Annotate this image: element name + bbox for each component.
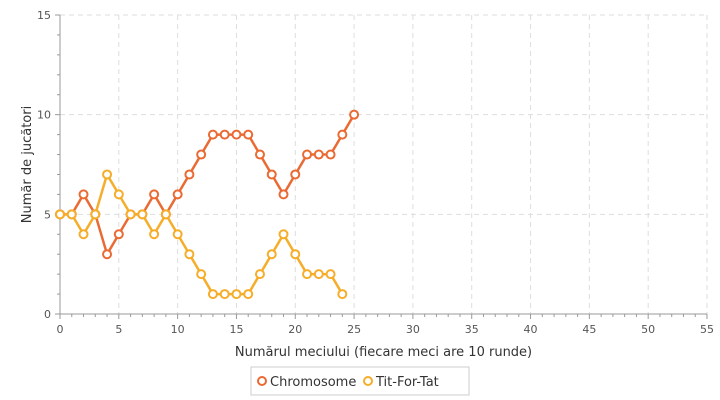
chromosome-legend-label: Chromosome (270, 375, 356, 390)
x-tick-label: 10 (171, 323, 185, 336)
tit-for-tat-data-point (196, 269, 207, 280)
x-tick-label: 50 (641, 323, 655, 336)
x-tick-label: 40 (524, 323, 538, 336)
series-layer (55, 109, 360, 300)
chromosome-data-point (278, 189, 289, 200)
chromosome-data-point (149, 189, 160, 200)
tit-for-tat-data-point (113, 189, 124, 200)
x-tick-label: 0 (57, 323, 64, 336)
tit-for-tat-data-point (55, 209, 65, 220)
chromosome-data-point (196, 149, 207, 160)
chromosome-data-point (184, 169, 195, 180)
tit-for-tat-data-point (290, 249, 301, 260)
chromosome-data-point (349, 109, 360, 120)
y-axis-label: Număr de jucători (20, 106, 35, 223)
axes (55, 14, 708, 319)
x-tick-label: 25 (347, 323, 361, 336)
x-tick-label: 20 (288, 323, 302, 336)
tick-labels: 0 5 10 15 20 25 30 35 40 45 50 55 0 5 10 15 (37, 9, 714, 336)
tit-for-tat-data-point (66, 209, 77, 220)
legend: Chromosome Tit-For-Tat (250, 366, 470, 396)
tit-for-tat-data-point (125, 209, 136, 220)
chromosome-data-point (207, 129, 218, 140)
tit-for-tat-legend-label: Tit-For-Tat (375, 375, 439, 390)
x-tick-label: 15 (229, 323, 243, 336)
tit-for-tat-data-point (278, 229, 289, 240)
chromosome-data-point (266, 169, 277, 180)
x-tick-label: 30 (406, 323, 420, 336)
tit-for-tat-data-point (325, 269, 336, 280)
chromosome-data-point (243, 129, 254, 140)
chromosome-legend-marker (257, 376, 267, 386)
tit-for-tat-data-point (243, 289, 254, 300)
tit-for-tat-data-point (149, 229, 160, 240)
x-tick-label: 35 (465, 323, 479, 336)
tit-for-tat-data-point (266, 249, 277, 260)
tit-for-tat-data-point (78, 229, 89, 240)
chromosome-data-point (113, 229, 124, 240)
y-tick-label: 10 (37, 109, 51, 122)
chromosome-data-point (313, 149, 324, 160)
chromosome-data-point (231, 129, 242, 140)
tit-for-tat-data-point (302, 269, 313, 280)
grid-lines (60, 14, 708, 314)
tit-for-tat-data-point (254, 269, 265, 280)
tit-for-tat-legend-marker (363, 376, 373, 386)
tit-for-tat-data-point (219, 289, 230, 300)
x-tick-label: 55 (700, 323, 714, 336)
tit-for-tat-data-point (337, 289, 348, 300)
y-tick-label: 0 (44, 308, 51, 321)
chromosome-data-point (172, 189, 183, 200)
x-tick-label: 5 (115, 323, 122, 336)
tit-for-tat-data-point (184, 249, 195, 260)
chromosome-data-point (254, 149, 265, 160)
tit-for-tat-data-point (102, 169, 113, 180)
legend-box (250, 366, 470, 396)
chromosome-data-point (219, 129, 230, 140)
tit-for-tat-data-point (207, 289, 218, 300)
tit-for-tat-data-point (160, 209, 171, 220)
plot-background (60, 15, 707, 314)
chromosome-data-point (302, 149, 313, 160)
chromosome-data-point (102, 249, 113, 260)
chromosome-data-point (290, 169, 301, 180)
x-axis-label: Numărul meciului (fiecare meci are 10 ru… (235, 345, 532, 360)
chromosome-data-point (337, 129, 348, 140)
tit-for-tat-data-point (231, 289, 242, 300)
y-tick-label: 15 (37, 9, 51, 22)
y-tick-label: 5 (44, 208, 51, 221)
x-tick-label: 45 (582, 323, 596, 336)
tit-for-tat-data-point (90, 209, 101, 220)
tit-for-tat-data-point (313, 269, 324, 280)
chromosome-data-point (325, 149, 336, 160)
tit-for-tat-data-point (172, 229, 183, 240)
chromosome-data-point (78, 189, 89, 200)
tit-for-tat-data-point (137, 209, 148, 220)
